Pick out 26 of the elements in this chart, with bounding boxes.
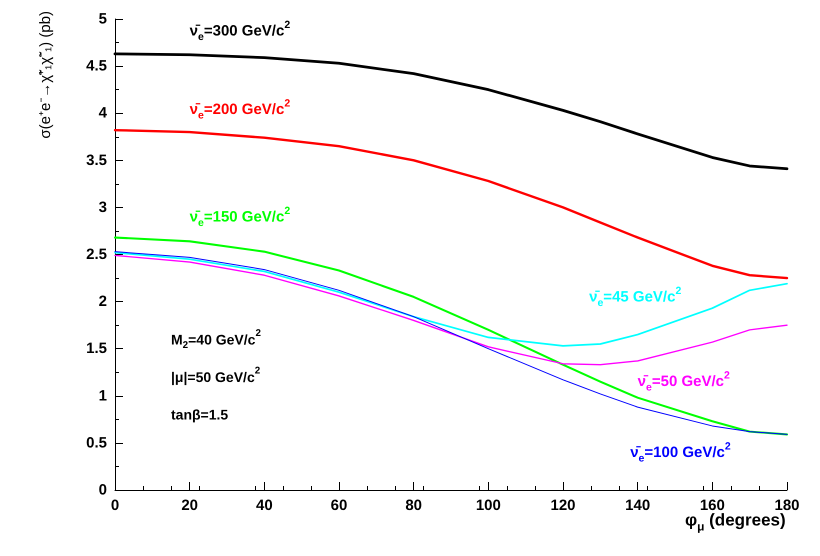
x-tick-label: 100 <box>476 497 501 514</box>
x-tick-label: 20 <box>181 497 198 514</box>
y-tick-label: 0.5 <box>86 434 107 452</box>
y-tick-label: 4 <box>98 104 108 122</box>
y-tick-label: 1.5 <box>86 340 107 358</box>
line-series <box>114 254 788 366</box>
x-tick-label: 180 <box>774 497 800 514</box>
y-tick-label: 5 <box>98 10 107 28</box>
x-tick-label: 40 <box>256 497 273 514</box>
x-tick-label: 80 <box>405 497 422 514</box>
y-tick-label: 3 <box>98 198 107 216</box>
x-tick-label: 60 <box>330 497 348 514</box>
y-axis-title: σ(e⁺e⁻→χ̃⁺₁χ̃⁻₁) (pb) <box>37 11 54 139</box>
x-tick-label: 0 <box>110 497 120 514</box>
y-tick-label: 4.5 <box>86 58 107 75</box>
x-tick-label: 140 <box>625 497 650 514</box>
y-tick-label: 2 <box>98 293 107 310</box>
y-tick-label: 1 <box>98 387 107 404</box>
annotation: tanβ=1.5 <box>171 406 228 423</box>
y-tick-label: 3.5 <box>86 152 107 169</box>
x-tick-label: 160 <box>700 497 725 514</box>
line-series <box>114 252 788 347</box>
y-tick-label: 2.5 <box>86 246 107 263</box>
x-tick-label: 120 <box>550 497 576 514</box>
y-tick-label: 0 <box>98 482 107 498</box>
line-series <box>114 128 788 280</box>
